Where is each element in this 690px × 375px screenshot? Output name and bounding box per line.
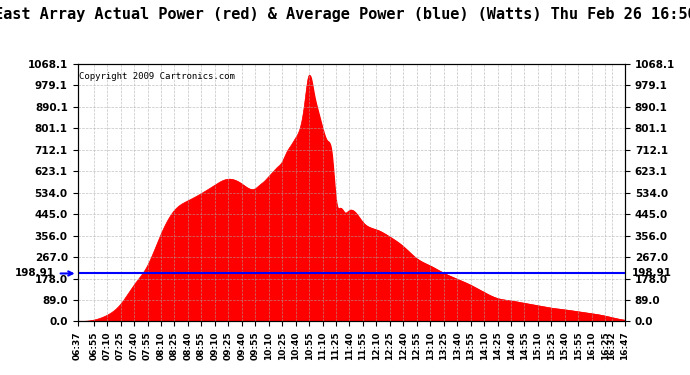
Text: Copyright 2009 Cartronics.com: Copyright 2009 Cartronics.com [79, 72, 235, 81]
Text: East Array Actual Power (red) & Average Power (blue) (Watts) Thu Feb 26 16:50: East Array Actual Power (red) & Average … [0, 8, 690, 22]
Text: 198.91: 198.91 [15, 268, 72, 279]
Text: 198.91: 198.91 [632, 268, 672, 279]
